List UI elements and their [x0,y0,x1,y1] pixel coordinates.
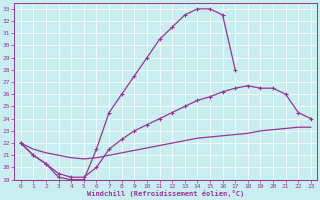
X-axis label: Windchill (Refroidissement éolien,°C): Windchill (Refroidissement éolien,°C) [87,190,244,197]
